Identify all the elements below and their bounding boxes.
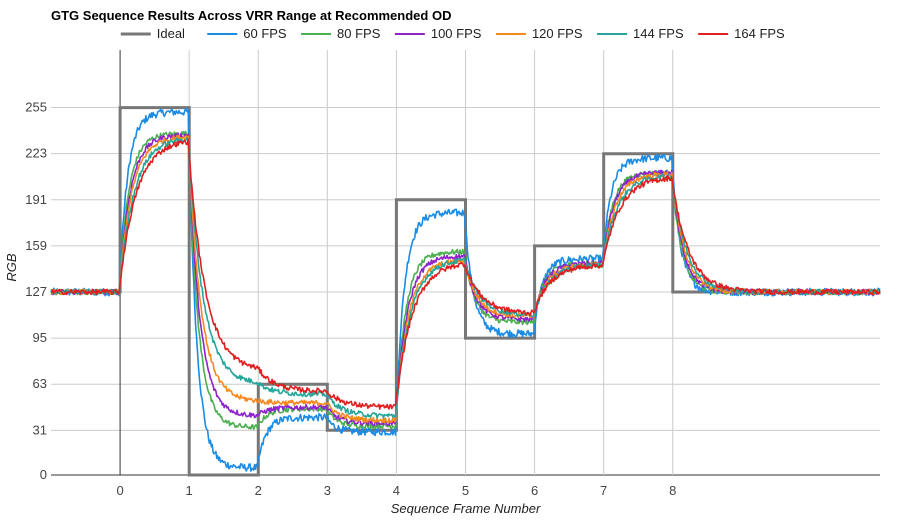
legend-label: 100 FPS (431, 26, 482, 41)
x-tick-label: 3 (324, 483, 331, 498)
x-axis-ticks: 0 1 2 3 4 5 6 7 8 (116, 483, 676, 498)
chart-title: GTG Sequence Results Across VRR Range at… (51, 8, 451, 23)
series-line-164-fps (50, 138, 881, 410)
y-axis-label: RGB (4, 253, 19, 282)
y-tick-label: 191 (25, 192, 47, 207)
x-tick-label: 6 (531, 483, 538, 498)
legend-item: 100 FPS (394, 26, 482, 41)
x-tick-label: 7 (600, 483, 607, 498)
legend: Ideal 60 FPS 80 FPS 100 FPS 120 FPS 144 FPS 16… (120, 26, 785, 41)
legend-item: 120 FPS (495, 26, 583, 41)
legend-label: 144 FPS (633, 26, 684, 41)
y-tick-label: 0 (40, 467, 47, 482)
legend-item: 144 FPS (597, 26, 684, 41)
y-tick-label: 255 (25, 100, 47, 115)
legend-item: 60 FPS (207, 26, 287, 41)
y-tick-label: 159 (25, 238, 47, 253)
y-axis-ticks: 0 31 63 95 127 159 191 223 255 (25, 100, 47, 482)
x-axis-label: Sequence Frame Number (391, 501, 541, 516)
x-tick-label: 2 (255, 483, 262, 498)
legend-label: 164 FPS (734, 26, 785, 41)
legend-item: 164 FPS (698, 26, 785, 41)
plot-area (50, 106, 881, 477)
x-tick-label: 1 (186, 483, 193, 498)
legend-label: 80 FPS (337, 26, 381, 41)
y-tick-label: 31 (33, 422, 47, 437)
y-tick-label: 63 (33, 376, 47, 391)
y-tick-label: 95 (33, 330, 47, 345)
x-tick-label: 5 (462, 483, 469, 498)
legend-item: Ideal (120, 26, 185, 41)
y-tick-label: 223 (25, 146, 47, 161)
legend-label: 120 FPS (532, 26, 583, 41)
x-tick-label: 0 (116, 483, 123, 498)
legend-label: 60 FPS (243, 26, 287, 41)
legend-label: Ideal (157, 26, 185, 41)
x-tick-label: 8 (669, 483, 676, 498)
legend-item: 80 FPS (301, 26, 381, 41)
x-tick-label: 4 (393, 483, 400, 498)
y-tick-label: 127 (25, 284, 47, 299)
